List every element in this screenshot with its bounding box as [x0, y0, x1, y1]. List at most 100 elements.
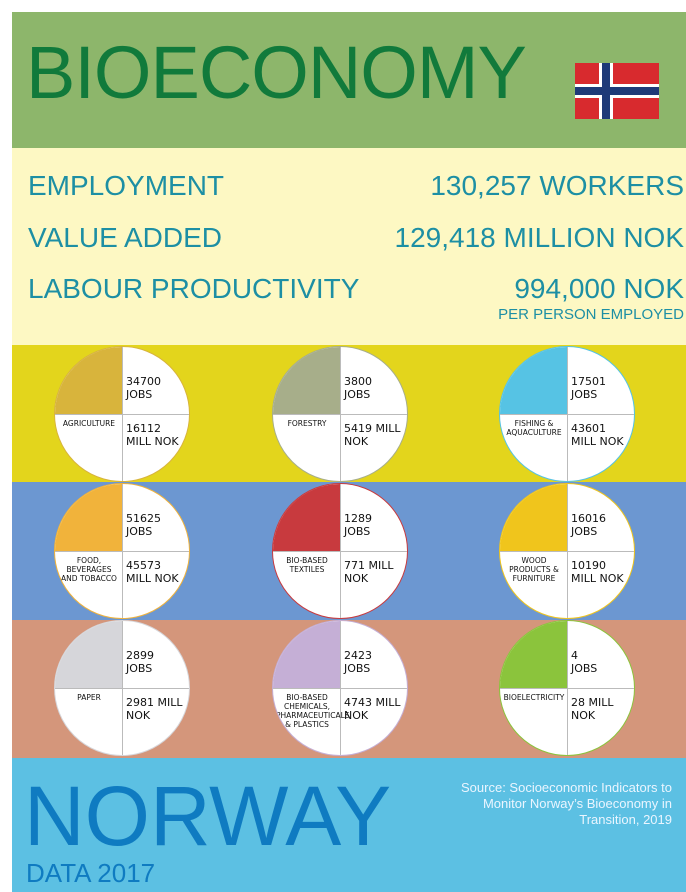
flag — [575, 63, 659, 119]
sector-circle: 16016 JOBS 10190 MILL NOK WOOD PRODUCTS … — [499, 483, 635, 619]
stat-value: 130,257 WORKERS — [430, 170, 684, 202]
stat-note: PER PERSON EMPLOYED — [498, 306, 684, 323]
jobs-value: 34700 — [126, 375, 161, 388]
sector-circle: 34700 JOBS 16112 MILL NOK AGRICULTURE — [54, 346, 190, 482]
title: BIOECONOMY — [26, 30, 526, 115]
sector-label: BIO-BASED TEXTILES — [276, 556, 338, 574]
value-unit: MILL NOK — [126, 572, 179, 585]
sector-icon — [55, 621, 122, 688]
divider — [55, 688, 189, 689]
jobs-value: 1289 — [344, 512, 372, 525]
sector-icon — [500, 484, 567, 551]
jobs-unit: JOBS — [571, 662, 597, 675]
stats: EMPLOYMENT 130,257 WORKERS VALUE ADDED 129… — [12, 148, 686, 345]
stat-value: 994,000 NOK — [514, 273, 684, 305]
value-number: 771 — [344, 559, 365, 572]
value-number: 43601 — [571, 422, 606, 435]
sector-circle: 17501 JOBS 43601 MILL NOK FISHING & AQUA… — [499, 346, 635, 482]
value-unit: MILL NOK — [571, 435, 624, 448]
stat-label: LABOUR PRODUCTIVITY — [28, 273, 359, 304]
jobs-value: 51625 — [126, 512, 161, 525]
stat-row: VALUE ADDED 129,418 MILLION NOK — [28, 222, 684, 254]
value-unit: MILL NOK — [126, 435, 179, 448]
value-added: 4743 MILL NOK — [344, 696, 406, 722]
jobs: 34700 JOBS — [126, 375, 186, 401]
value-added: 10190 MILL NOK — [571, 559, 633, 585]
sector-icon — [500, 347, 567, 414]
jobs-unit: JOBS — [126, 388, 152, 401]
sector-label: FOOD, BEVERAGES AND TOBACCO — [58, 556, 120, 583]
jobs-unit: JOBS — [344, 388, 370, 401]
jobs-value: 17501 — [571, 375, 606, 388]
jobs-unit: JOBS — [571, 525, 597, 538]
sector-icon — [273, 621, 340, 688]
divider — [500, 414, 634, 415]
sector-icon — [273, 484, 340, 551]
value-number: 2981 — [126, 696, 154, 709]
jobs: 1289 JOBS — [344, 512, 404, 538]
divider — [55, 414, 189, 415]
sector-icon — [500, 621, 567, 688]
sector-icon — [273, 347, 340, 414]
sector-circle: 1289 JOBS 771 MILL NOK BIO-BASED TEXTILE… — [272, 483, 408, 619]
value-added: 5419 MILL NOK — [344, 422, 406, 448]
value-added: 771 MILL NOK — [344, 559, 406, 585]
data-year: DATA 2017 — [26, 858, 155, 889]
jobs: 3800 JOBS — [344, 375, 404, 401]
jobs-value: 3800 — [344, 375, 372, 388]
jobs: 4 JOBS — [571, 649, 631, 675]
sector-label: FORESTRY — [276, 419, 338, 428]
sector-label: FISHING & AQUACULTURE — [503, 419, 565, 437]
jobs-unit: JOBS — [571, 388, 597, 401]
stat-row: EMPLOYMENT 130,257 WORKERS — [28, 170, 684, 202]
value-number: 28 — [571, 696, 585, 709]
jobs-value: 4 — [571, 649, 578, 662]
jobs-value: 2423 — [344, 649, 372, 662]
sector-circle: 3800 JOBS 5419 MILL NOK FORESTRY — [272, 346, 408, 482]
value-added: 43601 MILL NOK — [571, 422, 633, 448]
sector-icon — [55, 347, 122, 414]
sector-label: BIO-BASED CHEMICALS, PHARMACEUTICALS & P… — [276, 693, 338, 729]
jobs-value: 16016 — [571, 512, 606, 525]
stat-label: EMPLOYMENT — [28, 170, 224, 201]
jobs-value: 2899 — [126, 649, 154, 662]
jobs: 17501 JOBS — [571, 375, 631, 401]
value-number: 10190 — [571, 559, 606, 572]
jobs-unit: JOBS — [126, 525, 152, 538]
source: Source: Socioeconomic Indicators to Moni… — [432, 780, 672, 828]
value-number: 16112 — [126, 422, 161, 435]
sector-circle: 4 JOBS 28 MILL NOK BIOELECTRICITY — [499, 620, 635, 756]
footer: NORWAY DATA 2017 Source: Socioeconomic I… — [12, 758, 686, 892]
sector-label: BIOELECTRICITY — [503, 693, 565, 702]
value-added: 45573 MILL NOK — [126, 559, 188, 585]
value-number: 5419 — [344, 422, 372, 435]
sector-circle: 2899 JOBS 2981 MILL NOK PAPER — [54, 620, 190, 756]
sector-circle: 2423 JOBS 4743 MILL NOK BIO-BASED CHEMIC… — [272, 620, 408, 756]
stat-row: LABOUR PRODUCTIVITY 994,000 NOK — [28, 273, 684, 305]
divider — [273, 551, 407, 552]
country: NORWAY — [24, 768, 391, 865]
jobs: 51625 JOBS — [126, 512, 186, 538]
sector-circle: 51625 JOBS 45573 MILL NOK FOOD, BEVERAGE… — [54, 483, 190, 619]
jobs-unit: JOBS — [344, 525, 370, 538]
value-added: 28 MILL NOK — [571, 696, 633, 722]
page: BIOECONOMY EMPLOYMENT 130,257 WORKERS VAL… — [0, 0, 686, 892]
divider — [55, 551, 189, 552]
sector-label: AGRICULTURE — [58, 419, 120, 428]
value-added: 16112 MILL NOK — [126, 422, 188, 448]
jobs: 16016 JOBS — [571, 512, 631, 538]
sector-icon — [55, 484, 122, 551]
divider — [273, 688, 407, 689]
sector-label: PAPER — [58, 693, 120, 702]
value-number: 45573 — [126, 559, 161, 572]
sector-label: WOOD PRODUCTS & FURNITURE — [503, 556, 565, 583]
divider — [273, 414, 407, 415]
stat-label: VALUE ADDED — [28, 222, 222, 253]
divider — [500, 551, 634, 552]
jobs-unit: JOBS — [126, 662, 152, 675]
jobs-unit: JOBS — [344, 662, 370, 675]
jobs: 2423 JOBS — [344, 649, 404, 675]
divider — [500, 688, 634, 689]
stat-value: 129,418 MILLION NOK — [395, 222, 684, 254]
value-unit: MILL NOK — [571, 572, 624, 585]
